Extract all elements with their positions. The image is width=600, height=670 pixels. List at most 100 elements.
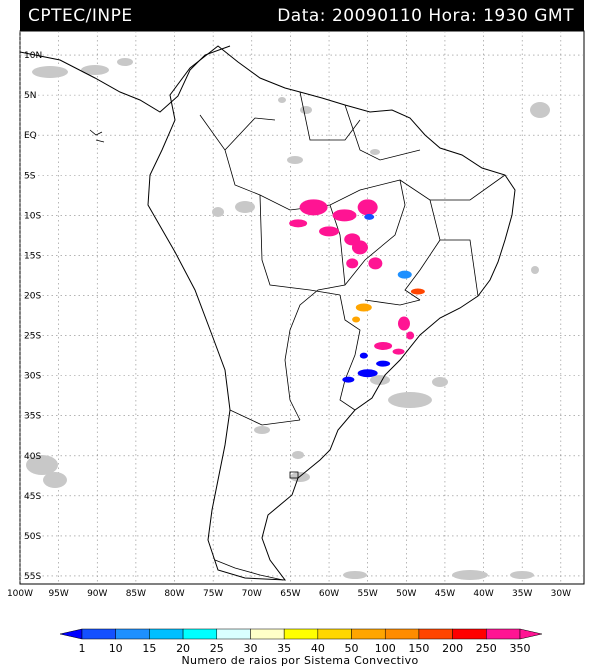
colorbar-swatch: [182, 628, 218, 640]
colorbar-arrow-right: [519, 628, 543, 640]
lon-tick-label: 75W: [203, 589, 223, 599]
colorbar-title: Numero de raios por Sistema Convectivo: [181, 654, 419, 667]
lat-tick-label: 10S: [24, 211, 41, 221]
lon-tick-label: 40W: [473, 589, 493, 599]
lon-tick-label: 90W: [87, 589, 107, 599]
system-blob: [357, 199, 378, 216]
lat-tick-label: 5S: [24, 171, 36, 181]
system-blob: [397, 316, 410, 331]
lat-tick-label: 5N: [24, 91, 36, 101]
colorbar-tick-label: 350: [510, 642, 531, 655]
colorbar-arrow-left: [59, 628, 83, 640]
lat-tick-label: 50S: [24, 532, 41, 542]
colorbar-tick-label: 150: [408, 642, 429, 655]
lat-tick-label: 25S: [24, 332, 41, 342]
islands: [89, 129, 299, 581]
colorbar: [59, 628, 543, 640]
lon-tick-label: 50W: [396, 589, 416, 599]
lat-tick-label: 30S: [24, 372, 41, 382]
colorbar-tick-label: 35: [277, 642, 291, 655]
lat-tick-label: 20S: [24, 291, 41, 301]
colorbar-tick-label: 100: [375, 642, 396, 655]
central-america-coastline: [19, 45, 231, 113]
lon-tick-label: 35W: [512, 589, 532, 599]
system-blob: [355, 303, 372, 312]
convective-system-blue-cluster-north: [364, 213, 375, 220]
colorbar-tick-label: 50: [345, 642, 359, 655]
colorbar-labels: 1 10 15 20 25 30 35 40 50 100 150 200 250 350: [79, 642, 531, 655]
system-blob: [319, 226, 340, 237]
colorbar-swatch: [216, 628, 251, 640]
system-blob: [392, 348, 405, 355]
system-blob: [351, 240, 368, 255]
system-blob: [346, 258, 359, 269]
system-blob: [357, 369, 378, 378]
convective-system-mato-grosso: [346, 240, 383, 270]
system-blob: [368, 257, 383, 270]
convective-system-parana: [397, 316, 415, 340]
colorbar-swatch: [418, 628, 453, 640]
colorbar-tick-label: 200: [442, 642, 463, 655]
convective-system-amazon-south: [289, 199, 378, 246]
colorbar-tick-label: 30: [243, 642, 257, 655]
lat-tick-label: 15S: [24, 251, 41, 261]
colorbar-swatch: [115, 628, 150, 640]
system-blob: [410, 288, 425, 295]
colorbar-tick-label: 1: [79, 642, 86, 655]
lon-tick-label: 55W: [357, 589, 377, 599]
system-blob: [364, 213, 375, 220]
colorbar-swatch: [486, 628, 521, 640]
convective-system-rio-grande-blue: [342, 352, 391, 383]
system-blob: [342, 376, 355, 383]
cloud-cover: [26, 58, 550, 580]
colorbar-tick-label: 250: [476, 642, 497, 655]
source-label: CPTEC/INPE: [28, 6, 133, 26]
lon-tick-label: 65W: [280, 589, 300, 599]
lon-tick-label: 85W: [126, 589, 146, 599]
map-header: CPTEC/INPE Data: 20090110 Hora: 1930 GMT: [20, 0, 584, 31]
colorbar-tick-label: 20: [176, 642, 190, 655]
lat-tick-label: EQ: [24, 131, 37, 141]
system-blob: [406, 331, 415, 340]
convective-system-mato-grosso-sul: [352, 303, 372, 323]
lat-tick-label: 40S: [24, 452, 41, 462]
colorbar-swatch: [384, 628, 420, 640]
colorbar-swatch: [81, 628, 116, 640]
convective-system-goias-cyan: [397, 270, 412, 279]
lon-tick-label: 70W: [242, 589, 262, 599]
lat-tick-label: 45S: [24, 492, 41, 502]
colorbar-swatch: [452, 628, 487, 640]
datetime-label: Data: 20090110 Hora: 1930 GMT: [277, 6, 574, 26]
lon-tick-label: 80W: [164, 589, 184, 599]
colorbar-swatch: [250, 628, 285, 640]
system-blob: [359, 352, 368, 359]
convective-systems: [289, 199, 425, 383]
colorbar-tick-label: 10: [109, 642, 123, 655]
lon-tick-label: 100W: [7, 589, 33, 599]
longitude-labels: 100W 95W 90W 85W 80W 75W 70W 65W 60W 55W 50W 45W 40W…: [7, 589, 571, 599]
colorbar-swatch: [351, 628, 386, 640]
system-blob: [289, 219, 308, 228]
colorbar-swatch: [149, 628, 184, 640]
map-frame: [19, 30, 585, 585]
lon-tick-label: 30W: [551, 589, 571, 599]
lon-tick-label: 60W: [319, 589, 339, 599]
system-blob: [299, 199, 328, 216]
lat-tick-label: 55S: [24, 572, 41, 582]
lon-tick-label: 95W: [48, 589, 68, 599]
lat-tick-label: 10N: [24, 51, 42, 61]
system-blob: [397, 270, 412, 279]
colorbar-tick-label: 40: [311, 642, 325, 655]
system-blob: [376, 360, 391, 367]
system-blob: [352, 316, 361, 323]
convective-system-minas-orange: [410, 288, 425, 295]
lon-tick-label: 45W: [435, 589, 455, 599]
colorbar-swatch: [317, 628, 352, 640]
colorbar-tick-label: 15: [142, 642, 156, 655]
latitude-labels: 10N 5N EQ 5S 10S 15S 20S 25S 30S 35S 40S 45S 50S 55S: [24, 51, 42, 582]
system-blob: [374, 341, 393, 350]
colorbar-tick-label: 25: [210, 642, 224, 655]
system-blob: [332, 209, 357, 222]
convective-system-sc-pink: [374, 341, 405, 355]
